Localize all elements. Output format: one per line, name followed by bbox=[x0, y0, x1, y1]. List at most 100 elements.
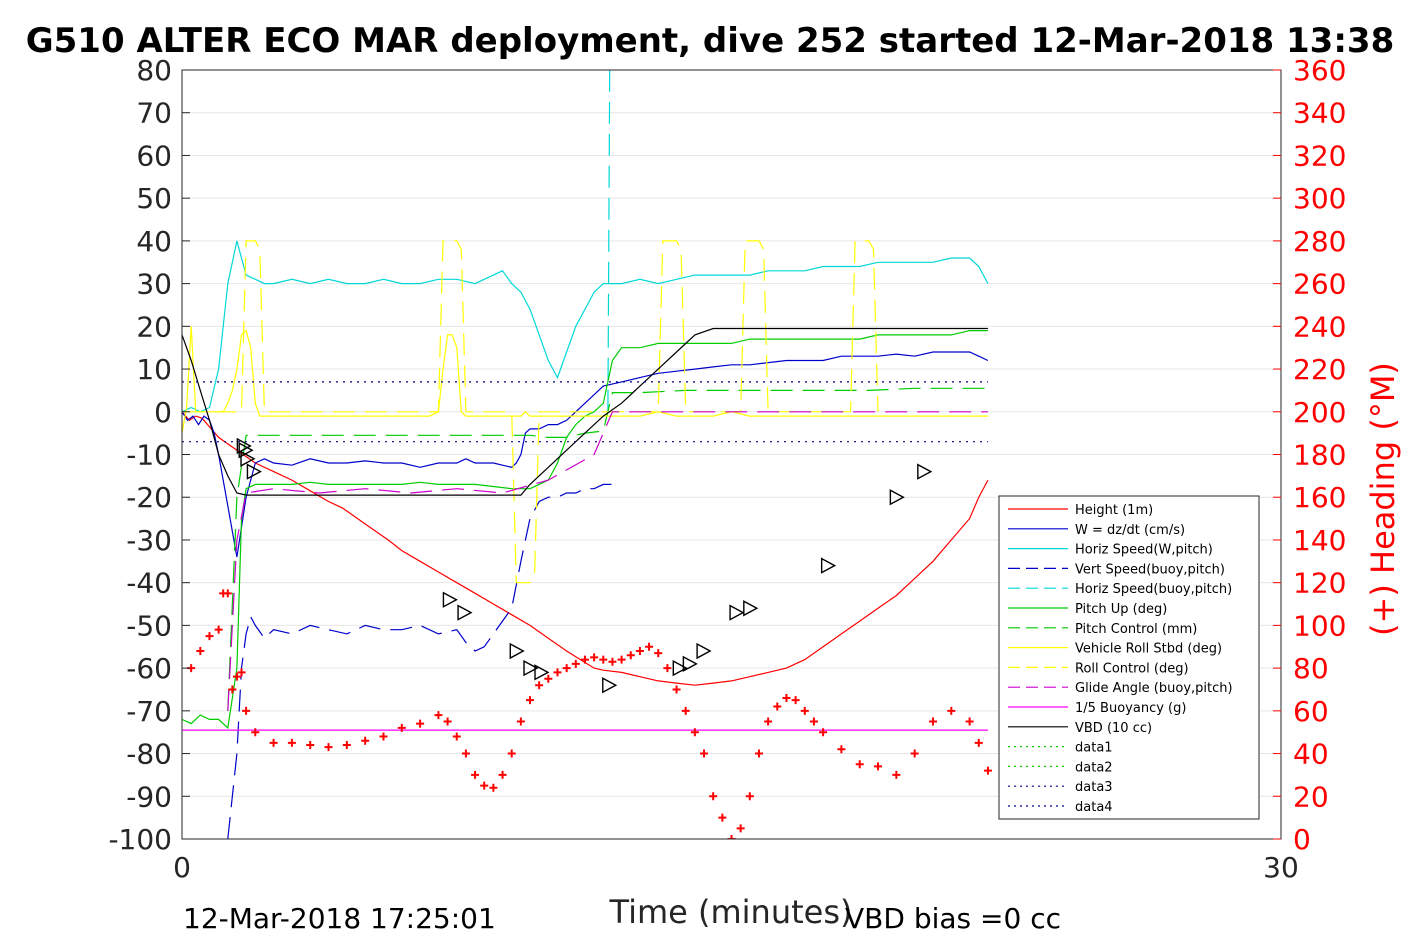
heading-marker bbox=[635, 647, 644, 656]
heading-marker bbox=[855, 760, 864, 769]
depth-triangle-marker bbox=[696, 642, 712, 660]
y-tick-label: 20 bbox=[136, 310, 172, 343]
heading-marker bbox=[544, 674, 553, 683]
heading-marker bbox=[251, 728, 260, 737]
heading-marker bbox=[228, 685, 237, 694]
right-y-tick-label: 120 bbox=[1293, 567, 1346, 600]
right-y-tick-label: 240 bbox=[1293, 310, 1346, 343]
x-axis-label: Time (minutes) bbox=[609, 893, 853, 931]
depth-triangle-marker bbox=[820, 557, 837, 574]
y-tick-label: -90 bbox=[126, 780, 172, 813]
depth-triangle-marker bbox=[917, 463, 933, 480]
heading-marker bbox=[443, 717, 452, 726]
depth-triangle-marker bbox=[889, 489, 905, 506]
legend-entry-label: data3 bbox=[1075, 780, 1113, 795]
heading-marker bbox=[306, 741, 315, 750]
heading-marker bbox=[791, 696, 800, 705]
series-line-1 bbox=[182, 351, 989, 558]
legend-entry-label: data4 bbox=[1075, 800, 1113, 815]
depth-triangle-marker bbox=[236, 437, 252, 455]
right-y-tick-label: 40 bbox=[1293, 738, 1329, 771]
right-y-tick-label: 60 bbox=[1293, 695, 1329, 728]
legend-entry-label: Vert Speed(buoy,pitch) bbox=[1075, 562, 1225, 577]
heading-marker bbox=[974, 738, 983, 747]
y-tick-label: -100 bbox=[108, 823, 172, 856]
heading-marker bbox=[837, 745, 846, 754]
heading-marker bbox=[196, 647, 205, 656]
legend-entry-label: data2 bbox=[1075, 760, 1113, 775]
right-y-axis: 3603403203002802602402202001801601401201… bbox=[1273, 54, 1346, 856]
heading-marker bbox=[965, 717, 974, 726]
y-tick-label: -70 bbox=[126, 695, 172, 728]
heading-marker bbox=[223, 589, 232, 598]
x-axis: 0 30 bbox=[173, 831, 1299, 884]
heading-marker bbox=[242, 706, 251, 715]
depth-triangle-marker bbox=[523, 659, 539, 677]
series-line-6 bbox=[227, 387, 988, 711]
heading-marker bbox=[709, 792, 718, 801]
heading-marker bbox=[947, 706, 956, 715]
heading-marker bbox=[681, 706, 690, 715]
right-y-tick-label: 300 bbox=[1293, 182, 1346, 215]
heading-marker bbox=[416, 719, 425, 728]
heading-marker bbox=[608, 657, 617, 666]
legend-entry-label: Horiz Speed(buoy,pitch) bbox=[1075, 582, 1232, 597]
series-line-7 bbox=[182, 326, 988, 434]
heading-marker bbox=[516, 717, 525, 726]
depth-triangle-marker bbox=[240, 450, 256, 467]
right-y-tick-label: 20 bbox=[1293, 780, 1329, 813]
legend-box bbox=[998, 495, 1260, 820]
depth-triangle-marker bbox=[534, 664, 550, 681]
legend-entry-label: Pitch Control (mm) bbox=[1075, 622, 1197, 637]
right-y-tick-label: 180 bbox=[1293, 439, 1346, 472]
heading-marker bbox=[324, 743, 333, 752]
legend-entry-label: W = dz/dt (cm/s) bbox=[1075, 523, 1185, 538]
y-tick-label: -10 bbox=[126, 439, 172, 472]
y-tick-label: 80 bbox=[136, 54, 172, 87]
heading-marker bbox=[535, 681, 544, 690]
series-line-5 bbox=[182, 330, 988, 730]
series-line-9 bbox=[227, 411, 988, 711]
heading-marker bbox=[480, 781, 489, 790]
y-tick-label: -30 bbox=[126, 524, 172, 557]
x-tick-label: 30 bbox=[1263, 851, 1299, 884]
right-y-tick-label: 280 bbox=[1293, 225, 1346, 258]
heading-marker bbox=[471, 770, 480, 779]
heading-marker bbox=[892, 770, 901, 779]
heading-marker bbox=[700, 749, 709, 758]
legend-entry-label: Vehicle Roll Stbd (deg) bbox=[1075, 642, 1222, 657]
depth-triangle-marker bbox=[457, 604, 473, 621]
legend-entry-label: Horiz Speed(W,pitch) bbox=[1075, 543, 1213, 558]
y-tick-label: 60 bbox=[136, 139, 172, 172]
right-y-tick-label: 260 bbox=[1293, 268, 1346, 301]
right-y-tick-label: 160 bbox=[1293, 481, 1346, 514]
heading-marker bbox=[461, 749, 470, 758]
heading-marker bbox=[498, 770, 507, 779]
depth-triangle-marker bbox=[743, 600, 759, 617]
heading-marker bbox=[342, 741, 351, 750]
heading-marker bbox=[819, 728, 828, 737]
heading-marker bbox=[287, 738, 296, 747]
y-tick-label: 50 bbox=[136, 182, 172, 215]
y-tick-label: -20 bbox=[126, 481, 172, 514]
depth-triangle-marker bbox=[729, 604, 745, 621]
heading-marker bbox=[809, 717, 818, 726]
heading-marker bbox=[718, 813, 727, 822]
right-y-tick-label: 80 bbox=[1293, 652, 1329, 685]
heading-marker bbox=[553, 668, 562, 677]
y-tick-label: 0 bbox=[154, 396, 172, 429]
heading-marker bbox=[205, 632, 214, 641]
heading-marker bbox=[617, 655, 626, 664]
right-y-tick-label: 200 bbox=[1293, 396, 1346, 429]
heading-marker bbox=[507, 749, 516, 758]
heading-marker bbox=[663, 664, 672, 673]
heading-marker bbox=[562, 664, 571, 673]
y-tick-label: -40 bbox=[126, 567, 172, 600]
heading-marker bbox=[237, 668, 246, 677]
heading-marker bbox=[800, 706, 809, 715]
footer-timestamp: 12-Mar-2018 17:25:01 bbox=[183, 902, 496, 935]
series-line-8 bbox=[182, 240, 879, 584]
right-y-tick-label: 100 bbox=[1293, 609, 1346, 642]
legend: Height (1m) W = dz/dt (cm/s) Horiz Speed(W… bbox=[998, 495, 1260, 820]
y-tick-label: -50 bbox=[126, 609, 172, 642]
